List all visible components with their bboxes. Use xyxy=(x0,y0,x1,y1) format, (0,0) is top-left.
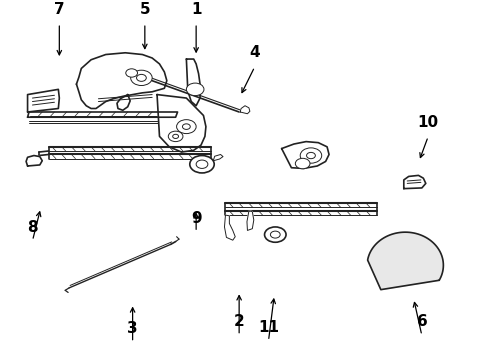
Polygon shape xyxy=(186,59,200,106)
Circle shape xyxy=(307,152,316,159)
Circle shape xyxy=(182,124,190,129)
Polygon shape xyxy=(76,53,167,108)
Polygon shape xyxy=(282,141,329,168)
Text: 10: 10 xyxy=(417,115,439,130)
Circle shape xyxy=(137,75,147,81)
Polygon shape xyxy=(157,95,206,152)
Polygon shape xyxy=(240,106,250,114)
Circle shape xyxy=(270,231,280,238)
Circle shape xyxy=(190,156,214,173)
Circle shape xyxy=(131,70,152,86)
Polygon shape xyxy=(117,95,130,110)
Polygon shape xyxy=(27,89,59,112)
Text: 8: 8 xyxy=(27,220,38,235)
Circle shape xyxy=(176,120,196,134)
Text: 6: 6 xyxy=(416,314,427,329)
Text: 3: 3 xyxy=(127,321,138,336)
Polygon shape xyxy=(224,215,235,240)
Text: 5: 5 xyxy=(140,2,150,17)
Text: 11: 11 xyxy=(258,320,279,335)
Polygon shape xyxy=(27,112,177,117)
Text: 2: 2 xyxy=(234,314,245,329)
Polygon shape xyxy=(247,211,254,230)
Circle shape xyxy=(295,158,310,169)
Circle shape xyxy=(196,160,208,168)
Circle shape xyxy=(168,131,183,141)
Circle shape xyxy=(265,227,286,242)
Text: 9: 9 xyxy=(191,211,201,226)
Text: 7: 7 xyxy=(54,2,65,17)
Circle shape xyxy=(126,69,138,77)
Text: 4: 4 xyxy=(249,45,260,60)
Polygon shape xyxy=(368,232,443,290)
Text: 1: 1 xyxy=(191,2,201,17)
Polygon shape xyxy=(213,154,223,161)
Circle shape xyxy=(186,83,204,96)
Polygon shape xyxy=(404,175,426,189)
Circle shape xyxy=(172,134,178,139)
Polygon shape xyxy=(26,156,42,166)
Circle shape xyxy=(300,148,322,163)
